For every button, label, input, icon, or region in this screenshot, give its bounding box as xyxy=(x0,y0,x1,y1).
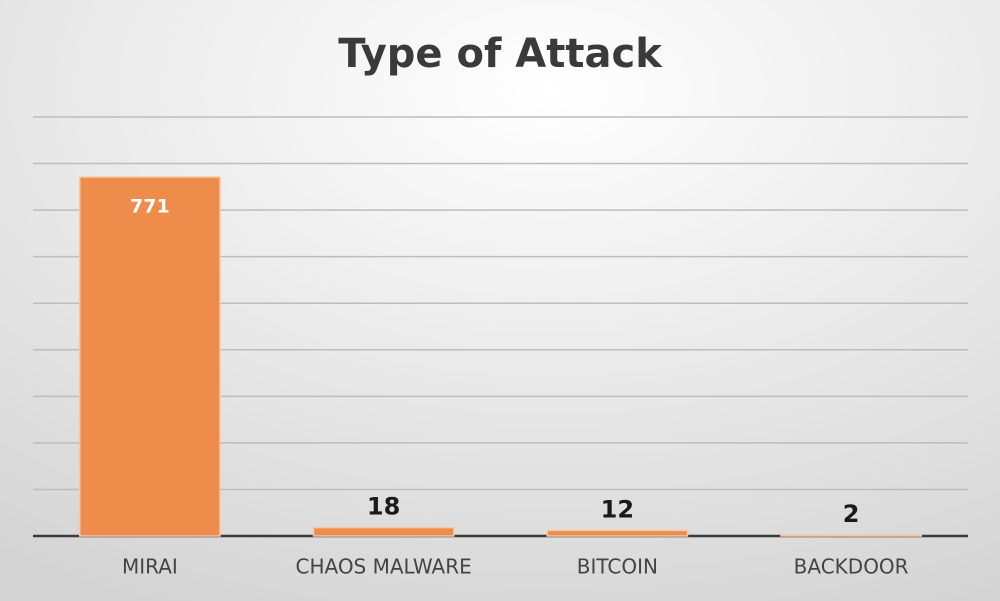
bar xyxy=(312,526,455,537)
bar xyxy=(546,529,689,537)
bar xyxy=(780,534,922,537)
chart-title: Type of Attack xyxy=(338,31,663,77)
x-tick-label: CHAOS MALWARE xyxy=(295,555,471,579)
x-tick-label: BACKDOOR xyxy=(794,555,909,579)
data-label: 18 xyxy=(367,493,400,521)
x-tick-label: MIRAI xyxy=(122,555,178,579)
data-label: 771 xyxy=(130,196,170,218)
bar xyxy=(79,176,221,537)
data-label: 12 xyxy=(601,495,634,523)
data-label: 2 xyxy=(843,500,860,528)
x-tick-label: BITCOIN xyxy=(577,555,658,579)
